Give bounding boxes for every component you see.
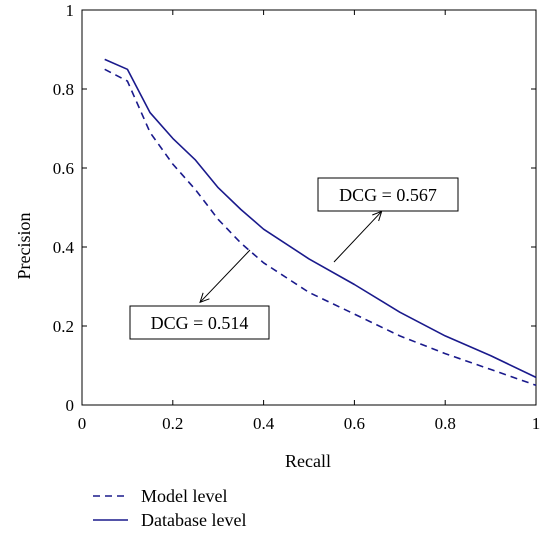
x-tick-label: 0.4 bbox=[253, 414, 275, 433]
plot-frame bbox=[81, 9, 537, 406]
x-tick-label: 0 bbox=[78, 414, 87, 433]
annotation-arrow-dcg-database bbox=[333, 211, 383, 263]
annotation-box-dcg-database bbox=[317, 177, 459, 212]
x-tick-label: 0.6 bbox=[344, 414, 365, 433]
y-axis-title: Precision bbox=[14, 213, 34, 280]
legend: Model level Database level bbox=[93, 486, 246, 530]
legend-label-database-level: Database level bbox=[141, 510, 246, 530]
annotation-label-dcg-model: DCG = 0.514 bbox=[151, 313, 249, 333]
y-tick-label: 0.6 bbox=[53, 159, 74, 178]
series-lines bbox=[104, 58, 537, 387]
x-axis-title: Recall bbox=[285, 451, 331, 471]
x-tick-label: 0.8 bbox=[435, 414, 456, 433]
y-tick-label: 0 bbox=[66, 396, 75, 415]
y-tick-label: 0.8 bbox=[53, 80, 74, 99]
series-line-model-level bbox=[104, 68, 537, 387]
plot-frame-box bbox=[81, 9, 537, 406]
annotation-arrowhead-dcg-model bbox=[199, 292, 210, 304]
x-tick-label: 0.2 bbox=[162, 414, 183, 433]
y-tick-label: 0.4 bbox=[53, 238, 75, 257]
y-tick-label: 1 bbox=[66, 1, 75, 20]
y-tick-label: 0.2 bbox=[53, 317, 74, 336]
x-tick-label: 1 bbox=[532, 414, 541, 433]
annotation-label-dcg-database: DCG = 0.567 bbox=[339, 185, 437, 205]
series-line-database-level bbox=[104, 58, 537, 379]
annotation-box-dcg-model bbox=[129, 305, 270, 340]
annotations: DCG = 0.567 DCG = 0.514 bbox=[129, 177, 459, 340]
annotation-arrow-dcg-model bbox=[199, 249, 251, 303]
legend-label-model-level: Model level bbox=[141, 486, 227, 506]
axis-ticks: 0 0.2 0.4 0.6 0.8 1 0 0.2 0.4 0.6 0.8 1 bbox=[53, 1, 541, 433]
